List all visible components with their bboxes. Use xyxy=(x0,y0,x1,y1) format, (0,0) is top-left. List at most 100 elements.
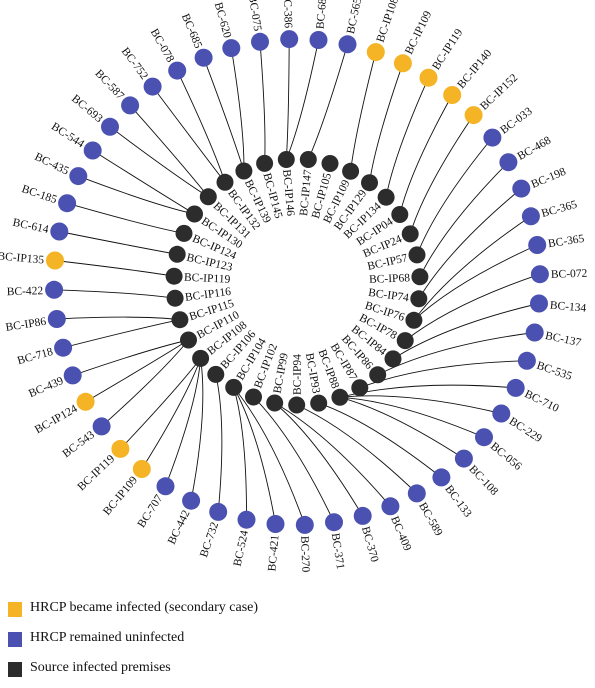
hrcp-node xyxy=(266,515,285,533)
hrcp-node xyxy=(530,294,548,313)
transmission-edge xyxy=(165,358,202,487)
transmission-edge xyxy=(54,289,176,299)
hrcp-node-label: BC-707 xyxy=(136,493,166,530)
source-node-label: BC-IP119 xyxy=(184,272,231,286)
transmission-edge xyxy=(120,358,201,450)
source-node xyxy=(180,331,197,349)
transmission-edge xyxy=(285,39,319,160)
hrcp-node-label: BC-732 xyxy=(198,520,221,559)
hrcp-node xyxy=(111,439,130,458)
edge-layer xyxy=(54,39,541,526)
source-node xyxy=(342,162,360,180)
source-node xyxy=(225,378,243,396)
hrcp-node xyxy=(432,468,451,487)
hrcp-node-label: BC-693 xyxy=(69,93,105,126)
source-node xyxy=(391,206,409,223)
source-node-label: BC-IP68 xyxy=(369,272,411,286)
hrcp-node xyxy=(182,491,201,510)
hrcp-node xyxy=(101,117,119,136)
transmission-edge xyxy=(413,244,538,321)
legend-swatch-uninfected xyxy=(8,632,22,647)
source-node xyxy=(256,154,274,172)
hrcp-node xyxy=(132,460,151,478)
hrcp-node xyxy=(407,484,426,503)
hrcp-node-label: BC-270 xyxy=(298,536,311,573)
hrcp-node xyxy=(46,251,64,270)
hrcp-node-label: BC-422 xyxy=(7,285,44,298)
hrcp-node-label: BC-365 xyxy=(547,233,585,250)
hrcp-node-label: BC-056 xyxy=(488,440,524,473)
source-node xyxy=(175,224,193,242)
transmission-edge xyxy=(285,39,290,160)
source-node xyxy=(216,173,234,191)
transmission-edge xyxy=(413,215,532,321)
hrcp-node xyxy=(209,502,228,521)
transmission-edge xyxy=(56,316,180,321)
hrcp-node-label: BC-439 xyxy=(27,375,65,400)
transmission-edge xyxy=(66,202,185,234)
transmission-edge xyxy=(54,260,175,277)
hrcp-node-label: BC-IP108 xyxy=(375,0,402,44)
hrcp-node xyxy=(492,404,511,423)
hrcp-node-label: BC-IP140 xyxy=(455,47,494,91)
transmission-edge xyxy=(385,77,429,198)
legend-label-source: Source infected premises xyxy=(30,660,171,675)
transmission-edge xyxy=(418,188,522,300)
hrcp-node xyxy=(83,141,102,160)
transmission-edge xyxy=(339,395,502,414)
transmission-edge xyxy=(259,41,266,164)
hrcp-node xyxy=(280,30,299,49)
legend-item-source: Source infected premises xyxy=(8,658,588,683)
transmission-edge xyxy=(274,402,391,507)
hrcp-node xyxy=(47,310,66,328)
hrcp-node xyxy=(521,207,540,226)
hrcp-node-label: BC-535 xyxy=(535,360,574,383)
transmission-edge xyxy=(419,161,509,277)
source-node-layer: BC-IP146 BC-IP147BC-IP105BC-IP109BC-IP129… xyxy=(165,151,429,414)
transmission-edge xyxy=(233,387,247,520)
hrcp-node xyxy=(222,39,241,58)
source-node-label: BC-IP147 xyxy=(298,169,314,217)
hrcp-node-label: BC-IP135 xyxy=(0,250,45,266)
source-node xyxy=(384,350,402,368)
hrcp-node-label: BC-614 xyxy=(11,217,49,236)
hrcp-node-label: BC-468 xyxy=(516,134,554,163)
hrcp-node-label: BC-IP109 xyxy=(403,9,434,56)
hrcp-node xyxy=(168,61,187,80)
hrcp-node-label: BC-435 xyxy=(33,151,71,178)
network-diagram: BC-IP146 BC-IP147BC-IP105BC-IP109BC-IP129… xyxy=(0,0,588,573)
transmission-edge xyxy=(404,273,541,341)
hrcp-node xyxy=(237,510,256,529)
legend-swatch-source xyxy=(8,662,22,677)
source-node xyxy=(401,225,419,243)
hrcp-node xyxy=(499,153,518,172)
transmission-edge xyxy=(339,396,465,459)
hrcp-node xyxy=(443,86,462,104)
legend-label-secondary: HRCP became infected (secondary case) xyxy=(30,600,259,615)
hrcp-node-label: BC-710 xyxy=(523,388,561,415)
transmission-edge xyxy=(109,126,209,198)
hrcp-node-label: BC-718 xyxy=(16,346,55,367)
source-node xyxy=(410,290,428,308)
legend-item-uninfected: HRCP remained uninfected xyxy=(8,628,588,653)
transmission-edge xyxy=(215,374,223,512)
source-node xyxy=(171,311,189,329)
transmission-edge xyxy=(318,402,442,478)
hrcp-node xyxy=(156,477,175,496)
source-node xyxy=(166,289,184,307)
hrcp-node-label: BC-752 xyxy=(119,46,150,83)
hrcp-node xyxy=(121,96,140,115)
transmission-edge xyxy=(190,358,204,501)
hrcp-node-label: BC-072 xyxy=(551,268,588,281)
hrcp-node xyxy=(393,54,412,73)
transmission-edge xyxy=(141,358,202,470)
source-node xyxy=(396,332,414,350)
hrcp-node-label: BC-365 xyxy=(540,199,579,220)
hrcp-node-label: BC-386 xyxy=(281,0,294,29)
hrcp-node-label: BC-133 xyxy=(442,483,473,520)
source-node xyxy=(199,188,217,206)
transmission-edge xyxy=(78,175,195,215)
source-node xyxy=(331,388,349,406)
source-node xyxy=(405,311,423,329)
hrcp-node-label: BC-134 xyxy=(549,299,587,314)
